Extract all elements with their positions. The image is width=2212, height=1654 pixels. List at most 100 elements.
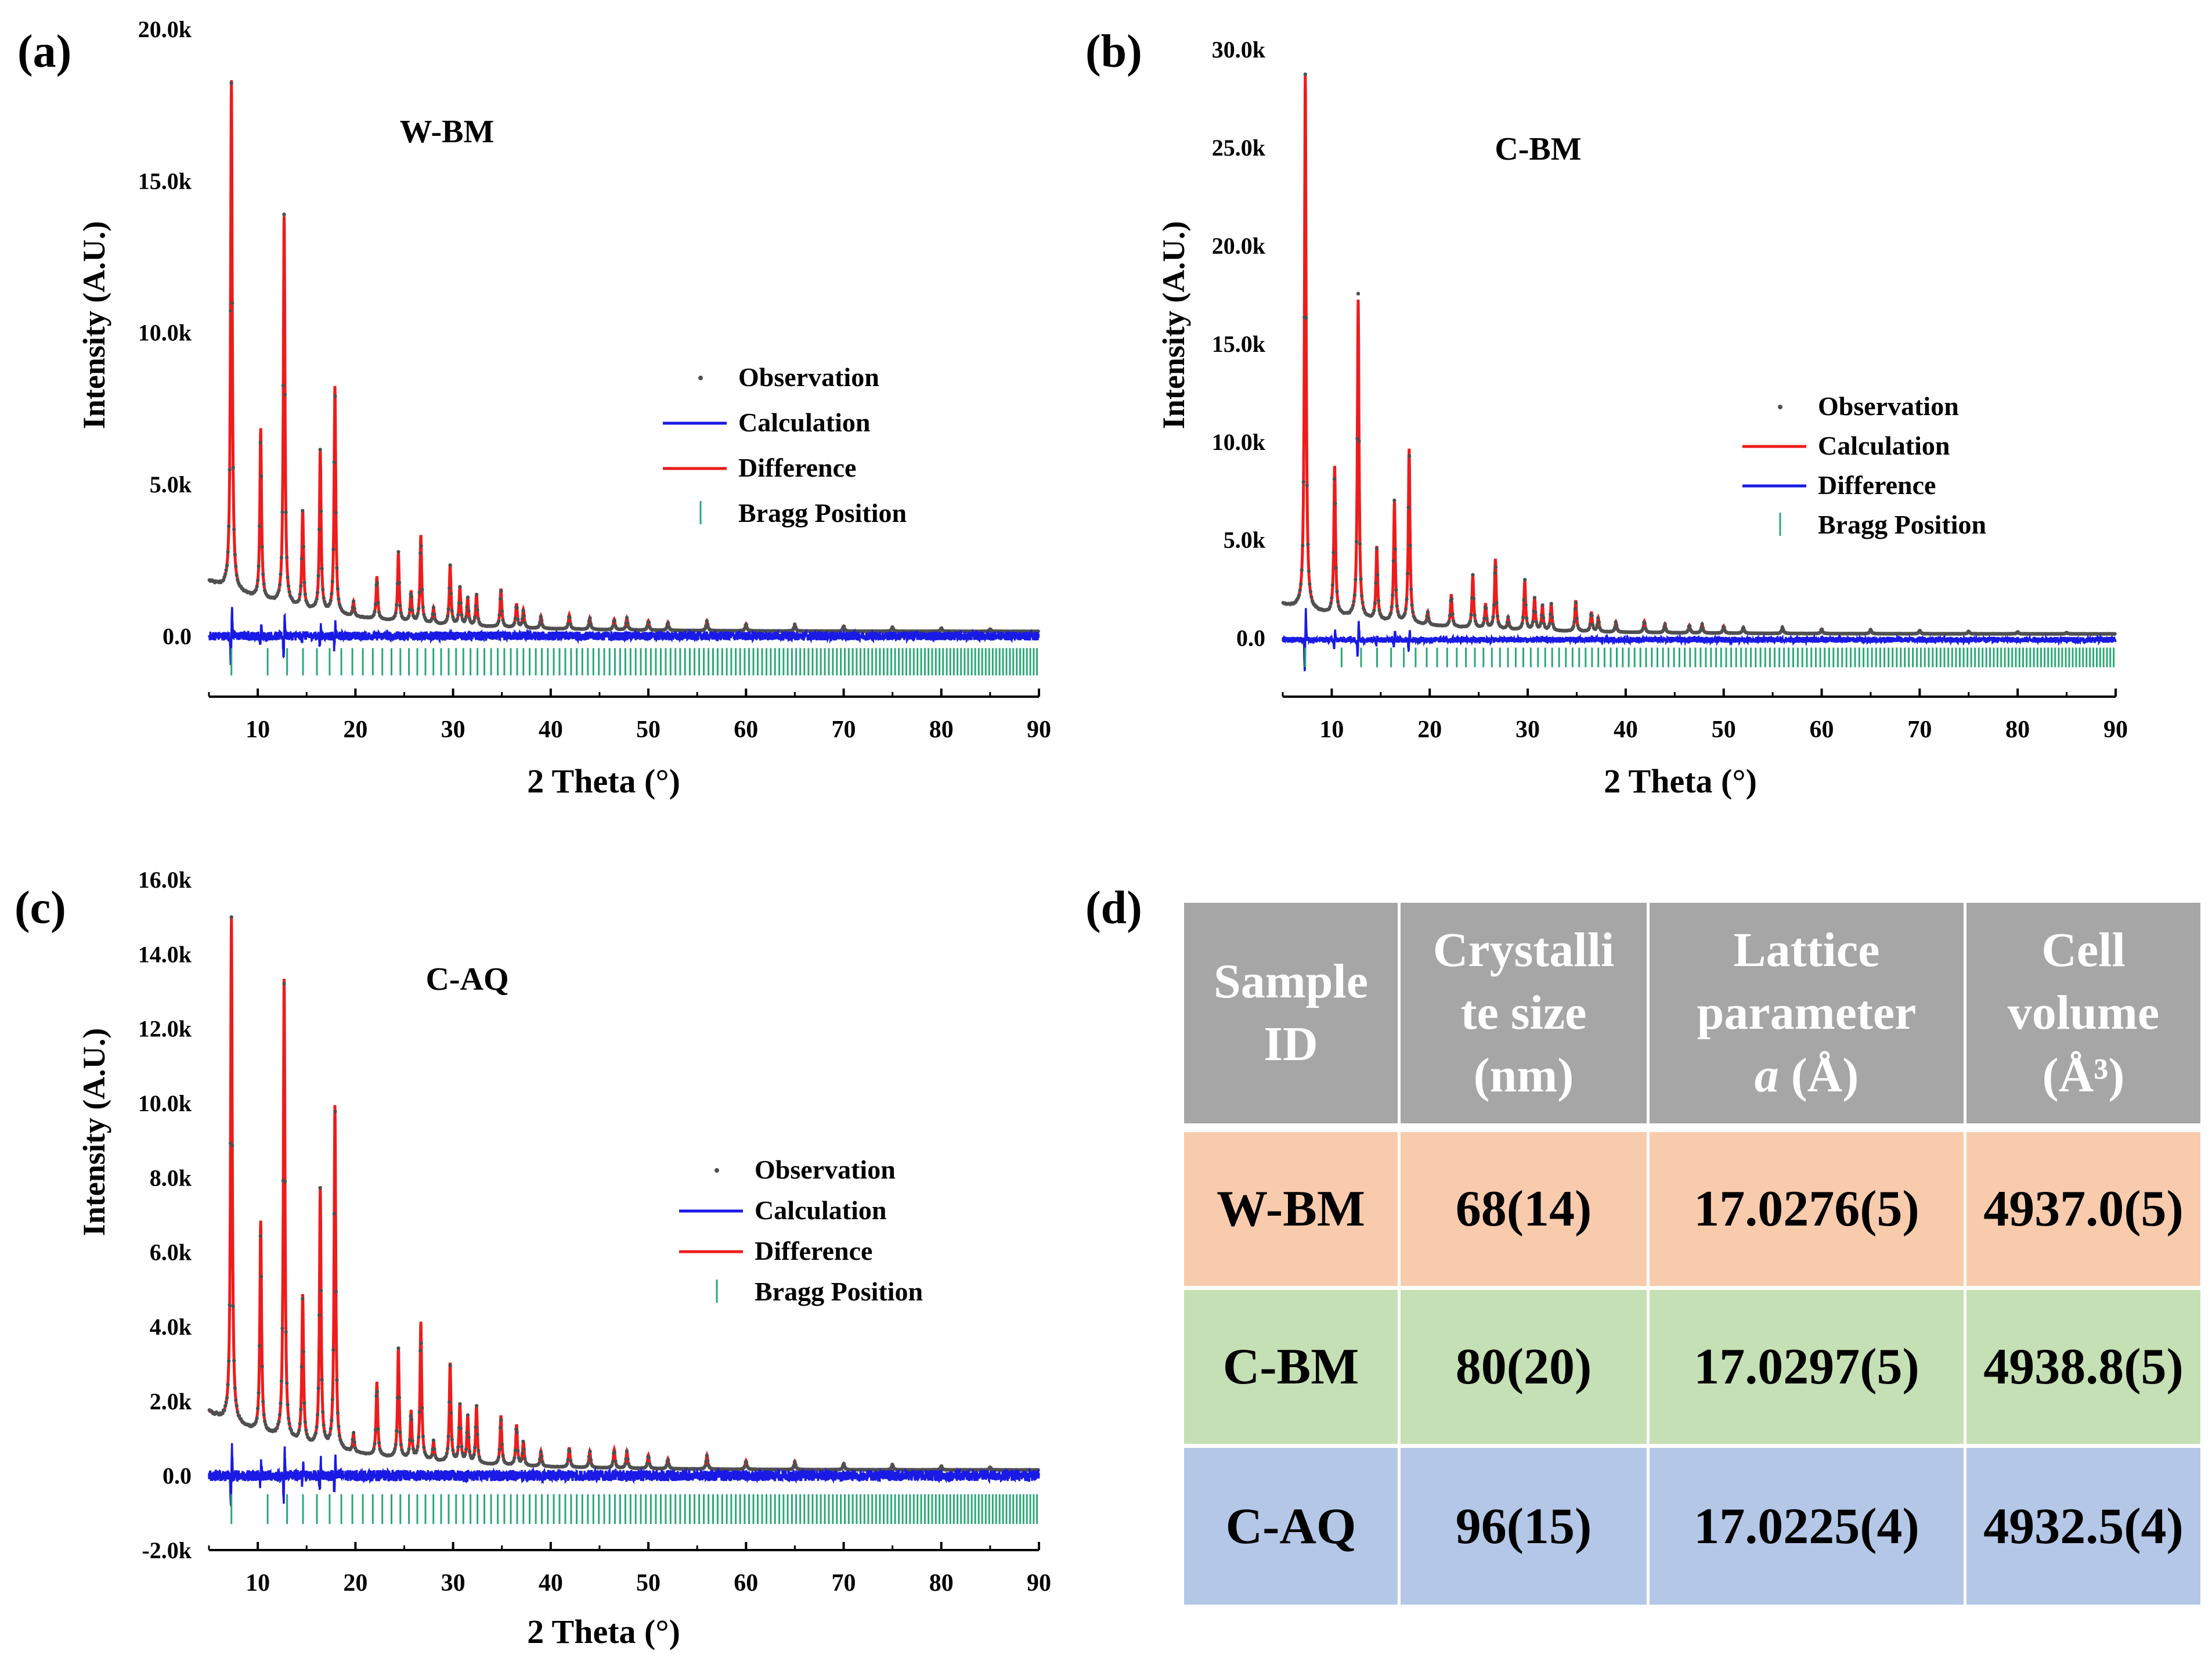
observation-point — [1350, 606, 1354, 611]
observation-point — [742, 1464, 747, 1468]
observation-point — [565, 1462, 569, 1466]
observation-point — [1352, 599, 1356, 604]
observation-point — [446, 607, 450, 611]
observation-point — [1309, 595, 1314, 599]
observation-point — [231, 1305, 235, 1309]
panel-title: C-BM — [1495, 131, 1581, 167]
observation-point — [407, 614, 411, 618]
y-tick-label: 15.0k — [1212, 331, 1266, 357]
x-tick-label: 20 — [343, 1570, 367, 1597]
observation-point — [1491, 615, 1495, 619]
panel-c-letter: (c) — [15, 882, 66, 934]
table-cell-lattice-parameter: 17.0276(5) — [1650, 1132, 1964, 1286]
observation-point — [225, 1396, 229, 1400]
difference-line — [1282, 608, 2117, 672]
observation-point — [229, 915, 233, 919]
observation-point — [315, 1425, 319, 1429]
observation-point — [456, 1445, 460, 1449]
observation-point — [1306, 542, 1310, 546]
observation-point — [409, 1414, 413, 1418]
observation-point — [422, 612, 426, 617]
y-tick-label: 12.0k — [138, 1016, 192, 1042]
x-tick-label: 50 — [636, 716, 661, 743]
observation-point — [397, 581, 402, 585]
observation-point — [432, 1447, 436, 1451]
observation-point — [420, 588, 424, 592]
observation-point — [417, 607, 421, 611]
observation-point — [706, 622, 710, 627]
observation-point — [588, 616, 592, 620]
observation-point — [229, 309, 233, 313]
observation-point — [744, 622, 749, 627]
observation-point — [1410, 603, 1414, 607]
y-ticks: 0.0 5.0k 10.0k 15.0k 20.0k 25.0k 30.0k — [1212, 37, 1266, 651]
legend-label: Observation — [738, 362, 879, 392]
observation-point — [229, 81, 233, 85]
header-line: a (Å) — [1754, 1048, 1859, 1102]
observation-point — [284, 1330, 288, 1334]
observation-point — [1590, 614, 1594, 618]
x-ticks: 10 20 30 40 50 60 70 80 90 — [1282, 689, 2128, 743]
x-tick-label: 60 — [1810, 716, 1834, 743]
observation-point — [301, 545, 306, 549]
observation-point — [277, 588, 281, 592]
observation-point — [277, 1412, 282, 1417]
observation-point — [231, 466, 235, 470]
observation-points — [1281, 72, 2117, 636]
observation-point — [1330, 596, 1334, 600]
observation-point — [612, 618, 617, 623]
panel-c-chart: (c) 10 20 30 40 50 60 70 80 90 -2.0k 0.0 2.0k 4.0k 6.… — [15, 867, 1051, 1651]
observation-point — [450, 609, 454, 613]
observation-point — [1352, 593, 1357, 597]
y-tick-label: 8.0k — [150, 1165, 192, 1191]
observation-point — [352, 607, 356, 611]
observation-point — [420, 1406, 424, 1410]
observation-point — [297, 1428, 301, 1432]
observation-point — [1507, 621, 1511, 625]
y-tick-label: 10.0k — [1212, 429, 1266, 455]
observation-point — [321, 588, 325, 592]
observation-point — [589, 622, 593, 626]
observation-point — [537, 1461, 541, 1465]
observation-point — [373, 1442, 377, 1446]
observation-point — [1330, 583, 1335, 588]
observation-point — [397, 1395, 402, 1400]
observation-point — [448, 586, 452, 590]
observation-point — [1540, 603, 1545, 607]
observation-point — [1396, 610, 1400, 614]
header-line: te size — [1460, 986, 1587, 1040]
observation-point — [446, 614, 450, 618]
observation-point — [1389, 611, 1393, 615]
bragg-ticks — [230, 648, 1038, 676]
observation-point — [337, 597, 341, 601]
observation-point — [1614, 620, 1618, 624]
observation-point — [1492, 603, 1496, 607]
observation-point — [377, 1440, 381, 1445]
observation-point — [230, 301, 234, 305]
observation-point — [352, 1440, 356, 1444]
observation-point — [1376, 599, 1381, 603]
observation-point — [371, 612, 376, 617]
observation-point — [317, 527, 322, 532]
observation-point — [398, 603, 402, 608]
observation-point — [706, 1458, 710, 1463]
observation-point — [1393, 547, 1397, 552]
observation-point — [463, 1453, 467, 1457]
observation-point — [399, 1443, 403, 1447]
observation-point — [1522, 598, 1526, 602]
observation-point — [303, 1420, 308, 1424]
observation-point — [234, 1398, 238, 1402]
observation-point — [255, 1416, 259, 1420]
y-tick-label: 10.0k — [138, 320, 192, 346]
legend-label: Bragg Position — [738, 498, 907, 528]
observation-point — [1331, 550, 1336, 554]
observation-point — [498, 597, 503, 601]
observation-point — [1722, 625, 1726, 630]
observation-point — [587, 619, 591, 624]
observation-point — [477, 1448, 481, 1453]
observation-point — [1493, 565, 1498, 569]
observation-point — [322, 596, 326, 600]
observation-point — [568, 1449, 572, 1454]
observation-point — [703, 1464, 708, 1468]
